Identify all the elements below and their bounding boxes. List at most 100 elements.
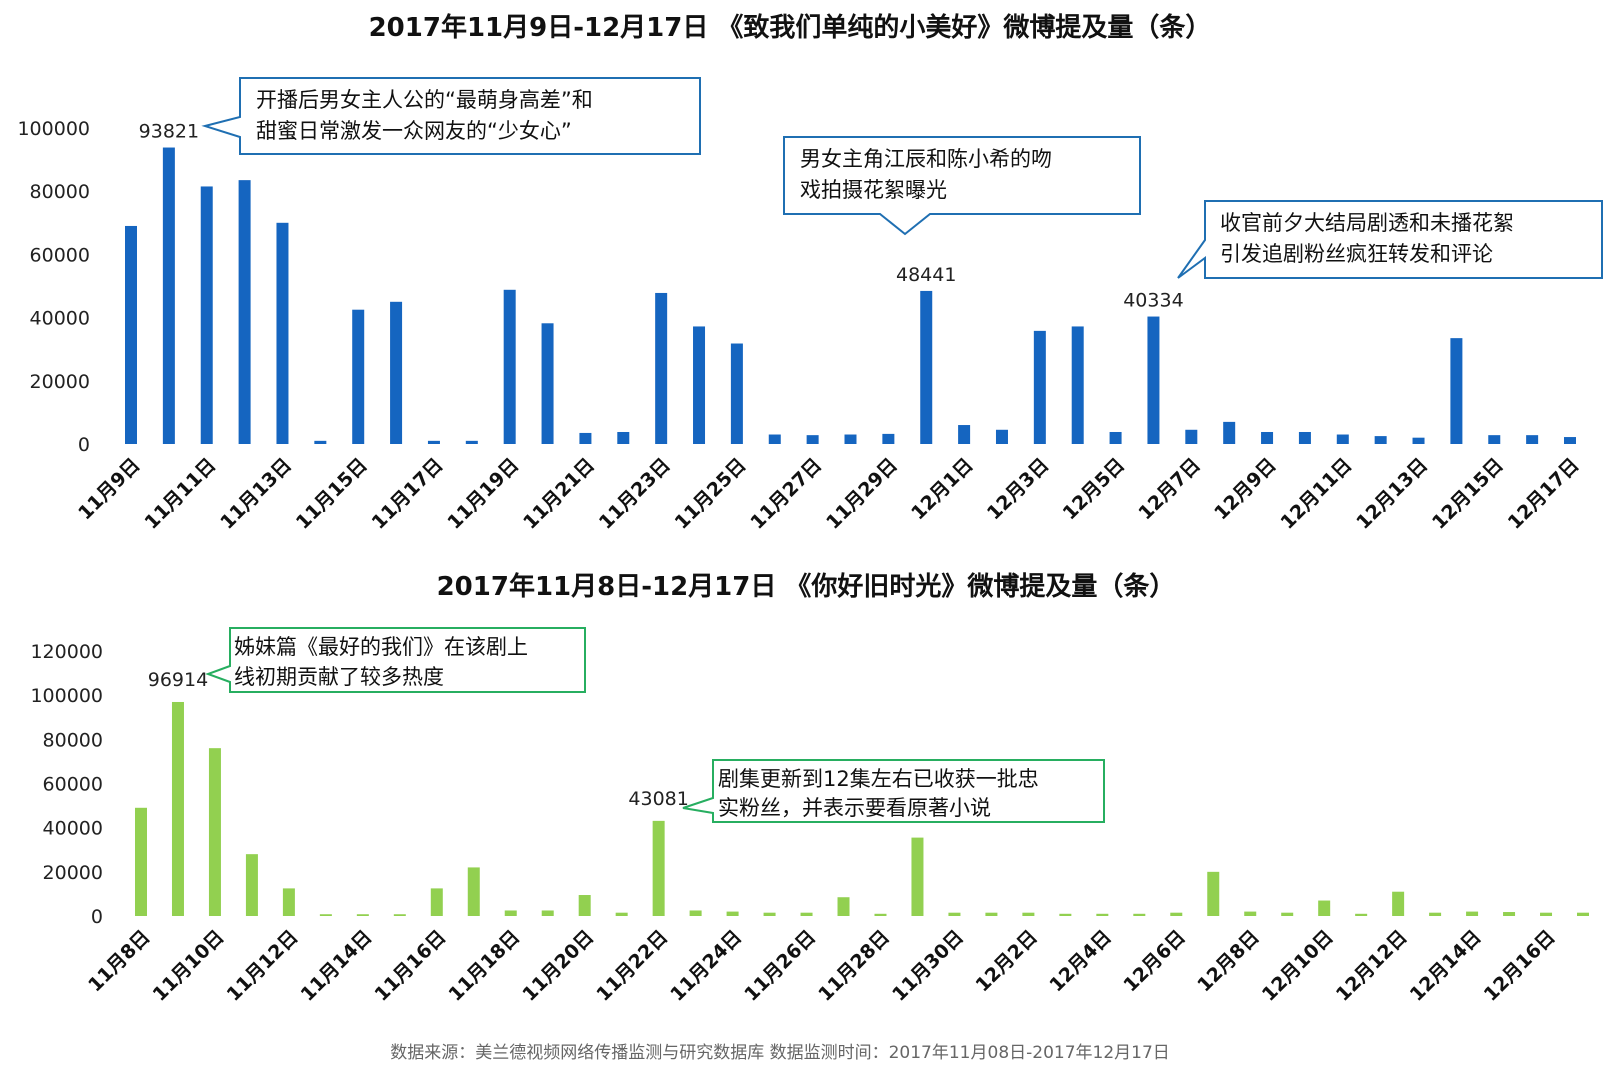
bar-11月19日 bbox=[503, 289, 516, 444]
bar-12月5日 bbox=[1133, 913, 1146, 916]
y-tick-label: 120000 bbox=[30, 641, 103, 663]
callout-box bbox=[1177, 200, 1603, 279]
bar-11月16日 bbox=[430, 888, 443, 916]
bar-11月13日 bbox=[276, 222, 289, 444]
x-tick-label: 11月10日 bbox=[149, 926, 229, 1006]
chart-2-title: 2017年11月8日-12月17日 《你好旧时光》微博提及量（条） bbox=[437, 571, 1176, 602]
callout-box bbox=[205, 627, 586, 693]
x-tick-label: 11月26日 bbox=[740, 926, 820, 1006]
chart-1-x-axis: 11月9日11月11日11月13日11月15日11月17日11月19日11月21… bbox=[74, 454, 1583, 534]
x-tick-label: 11月16日 bbox=[371, 926, 451, 1006]
chart-2: 2017年11月8日-12月17日 《你好旧时光》微博提及量（条） 0 20000… bbox=[30, 571, 1589, 1006]
chart-2-annotation-2: 剧集更新到12集左右已收获一批忠 实粉丝，并表示要看原著小说 bbox=[682, 759, 1105, 823]
x-tick-label: 11月22日 bbox=[592, 926, 672, 1006]
bar-12月1日 bbox=[985, 912, 998, 916]
x-tick-label: 12月3日 bbox=[983, 454, 1053, 524]
annotation-text: 甜蜜日常激发一众网友的“少女心” bbox=[256, 119, 572, 143]
chart-1-data-labels: 93821 48441 40334 bbox=[139, 121, 1184, 312]
x-tick-label: 11月23日 bbox=[595, 454, 675, 534]
bar-11月10日 bbox=[162, 147, 175, 444]
annotation-text: 男女主角江辰和陈小希的吻 bbox=[800, 147, 1052, 171]
bar-12月11日 bbox=[1355, 913, 1368, 916]
bar-11月20日 bbox=[578, 895, 591, 916]
bar-12月12日 bbox=[1392, 891, 1405, 916]
x-tick-label: 11月27日 bbox=[746, 454, 826, 534]
annotation-text: 姊妹篇《最好的我们》在该剧上 bbox=[234, 635, 528, 659]
bar-11月8日 bbox=[135, 807, 147, 916]
x-tick-label: 12月13日 bbox=[1352, 454, 1432, 534]
bar-12月10日 bbox=[1298, 431, 1311, 444]
y-tick-label: 60000 bbox=[30, 244, 90, 266]
bar-11月29日 bbox=[882, 433, 895, 444]
x-tick-label: 12月11日 bbox=[1276, 454, 1356, 534]
bar-11月17日 bbox=[427, 440, 440, 444]
bar-11月12日 bbox=[282, 888, 295, 916]
chart-1-annotation-3: 收官前夕大结局剧透和未播花絮 引发追剧粉丝疯狂转发和评论 bbox=[1177, 200, 1603, 279]
x-tick-label: 11月15日 bbox=[292, 454, 372, 534]
x-tick-label: 12月10日 bbox=[1258, 926, 1338, 1006]
bar-11月13日 bbox=[319, 914, 332, 916]
x-tick-label: 12月1日 bbox=[907, 454, 977, 524]
callout-box bbox=[682, 759, 1105, 823]
annotation-text: 收官前夕大结局剧透和未播花絮 bbox=[1220, 211, 1514, 235]
bar-11月22日 bbox=[652, 820, 665, 916]
x-tick-label: 11月20日 bbox=[518, 926, 598, 1006]
x-tick-label: 11月28日 bbox=[814, 926, 894, 1006]
bar-12月14日 bbox=[1466, 911, 1479, 916]
bar-12月2日 bbox=[1022, 912, 1035, 916]
y-tick-label: 40000 bbox=[30, 308, 90, 330]
chart-1-title: 2017年11月9日-12月17日 《致我们单纯的小美好》微博提及量（条） bbox=[369, 12, 1212, 43]
chart-1-annotation-2: 男女主角江辰和陈小希的吻 戏拍摄花絮曝光 bbox=[783, 136, 1141, 236]
y-tick-label: 80000 bbox=[30, 181, 90, 203]
bar-11月25日 bbox=[730, 343, 743, 444]
x-tick-label: 11月13日 bbox=[216, 454, 296, 534]
bar-12月13日 bbox=[1429, 912, 1442, 916]
bar-11月16日 bbox=[390, 301, 403, 444]
chart-1-bars bbox=[125, 147, 1576, 444]
callout-box bbox=[783, 136, 1141, 236]
bar-12月6日 bbox=[1170, 912, 1183, 916]
bar-11月9日 bbox=[125, 225, 137, 444]
bar-12月6日 bbox=[1147, 316, 1160, 444]
bar-12月10日 bbox=[1318, 900, 1331, 916]
bar-12月16日 bbox=[1526, 435, 1539, 444]
x-tick-label: 11月17日 bbox=[368, 454, 448, 534]
bar-11月26日 bbox=[768, 434, 781, 444]
bar-11月15日 bbox=[393, 914, 406, 916]
bar-11月26日 bbox=[800, 912, 813, 916]
x-tick-label: 12月2日 bbox=[971, 926, 1041, 996]
x-tick-label: 11月8日 bbox=[84, 926, 154, 996]
chart-2-annotation-1: 姊妹篇《最好的我们》在该剧上 线初期贡献了较多热度 bbox=[205, 627, 586, 693]
annotation-text: 线初期贡献了较多热度 bbox=[234, 665, 444, 689]
y-tick-label: 100000 bbox=[17, 118, 90, 140]
bar-12月13日 bbox=[1412, 437, 1425, 444]
x-tick-label: 11月18日 bbox=[444, 926, 524, 1006]
bar-12月16日 bbox=[1540, 912, 1553, 916]
x-tick-label: 12月17日 bbox=[1504, 454, 1584, 534]
data-label: 48441 bbox=[896, 264, 956, 286]
chart-2-data-labels: 96914 43081 bbox=[148, 669, 689, 810]
x-tick-label: 11月11日 bbox=[140, 454, 220, 534]
bar-11月18日 bbox=[465, 440, 478, 444]
data-label: 43081 bbox=[628, 788, 688, 810]
bar-11月10日 bbox=[208, 748, 221, 916]
bar-11月20日 bbox=[541, 323, 554, 444]
data-label: 93821 bbox=[139, 121, 199, 143]
chart-1-y-axis: 0 20000 40000 60000 80000 100000 bbox=[17, 118, 90, 456]
chart-2-bars bbox=[135, 701, 1589, 916]
y-tick-label: 40000 bbox=[43, 818, 103, 840]
x-tick-label: 11月19日 bbox=[443, 454, 523, 534]
bar-11月12日 bbox=[238, 180, 251, 444]
x-tick-label: 12月15日 bbox=[1428, 454, 1508, 534]
bar-11月21日 bbox=[579, 432, 592, 444]
bar-11月15日 bbox=[352, 309, 365, 444]
x-tick-label: 11月30日 bbox=[888, 926, 968, 1006]
x-tick-label: 12月4日 bbox=[1045, 926, 1115, 996]
bar-12月14日 bbox=[1450, 338, 1463, 444]
bar-11月19日 bbox=[541, 910, 554, 916]
x-tick-label: 12月8日 bbox=[1193, 926, 1263, 996]
x-tick-label: 12月16日 bbox=[1480, 926, 1560, 1006]
bar-11月27日 bbox=[837, 897, 850, 916]
y-tick-label: 100000 bbox=[30, 685, 103, 707]
bar-12月12日 bbox=[1374, 436, 1387, 444]
